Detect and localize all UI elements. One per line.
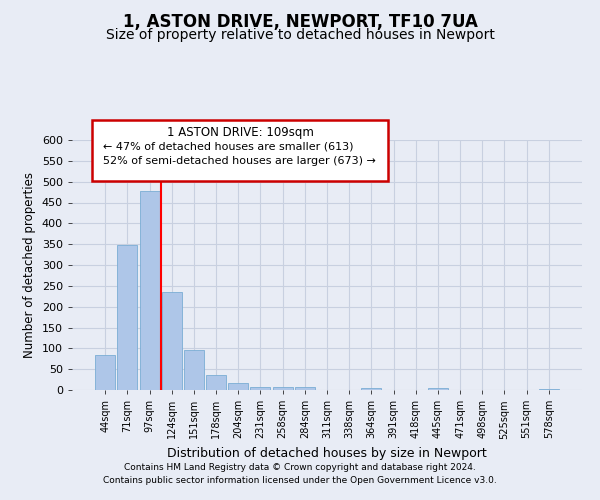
Bar bbox=[162, 292, 182, 390]
Text: Contains public sector information licensed under the Open Government Licence v3: Contains public sector information licen… bbox=[103, 476, 497, 485]
Text: Contains HM Land Registry data © Crown copyright and database right 2024.: Contains HM Land Registry data © Crown c… bbox=[124, 464, 476, 472]
Text: Size of property relative to detached houses in Newport: Size of property relative to detached ho… bbox=[106, 28, 494, 42]
Bar bbox=[206, 376, 226, 390]
Bar bbox=[95, 356, 115, 390]
Bar bbox=[140, 191, 160, 390]
FancyBboxPatch shape bbox=[92, 120, 388, 181]
Bar bbox=[295, 387, 315, 390]
Text: 1, ASTON DRIVE, NEWPORT, TF10 7UA: 1, ASTON DRIVE, NEWPORT, TF10 7UA bbox=[122, 12, 478, 30]
Bar bbox=[539, 389, 559, 390]
Bar bbox=[272, 387, 293, 390]
Bar bbox=[184, 350, 204, 390]
Bar bbox=[428, 388, 448, 390]
Text: ← 47% of detached houses are smaller (613): ← 47% of detached houses are smaller (61… bbox=[103, 141, 353, 151]
Text: 52% of semi-detached houses are larger (673) →: 52% of semi-detached houses are larger (… bbox=[103, 156, 376, 166]
Y-axis label: Number of detached properties: Number of detached properties bbox=[23, 172, 36, 358]
Bar bbox=[361, 388, 382, 390]
Bar bbox=[250, 386, 271, 390]
X-axis label: Distribution of detached houses by size in Newport: Distribution of detached houses by size … bbox=[167, 447, 487, 460]
Bar bbox=[118, 245, 137, 390]
Bar bbox=[228, 382, 248, 390]
Text: 1 ASTON DRIVE: 109sqm: 1 ASTON DRIVE: 109sqm bbox=[167, 126, 314, 139]
